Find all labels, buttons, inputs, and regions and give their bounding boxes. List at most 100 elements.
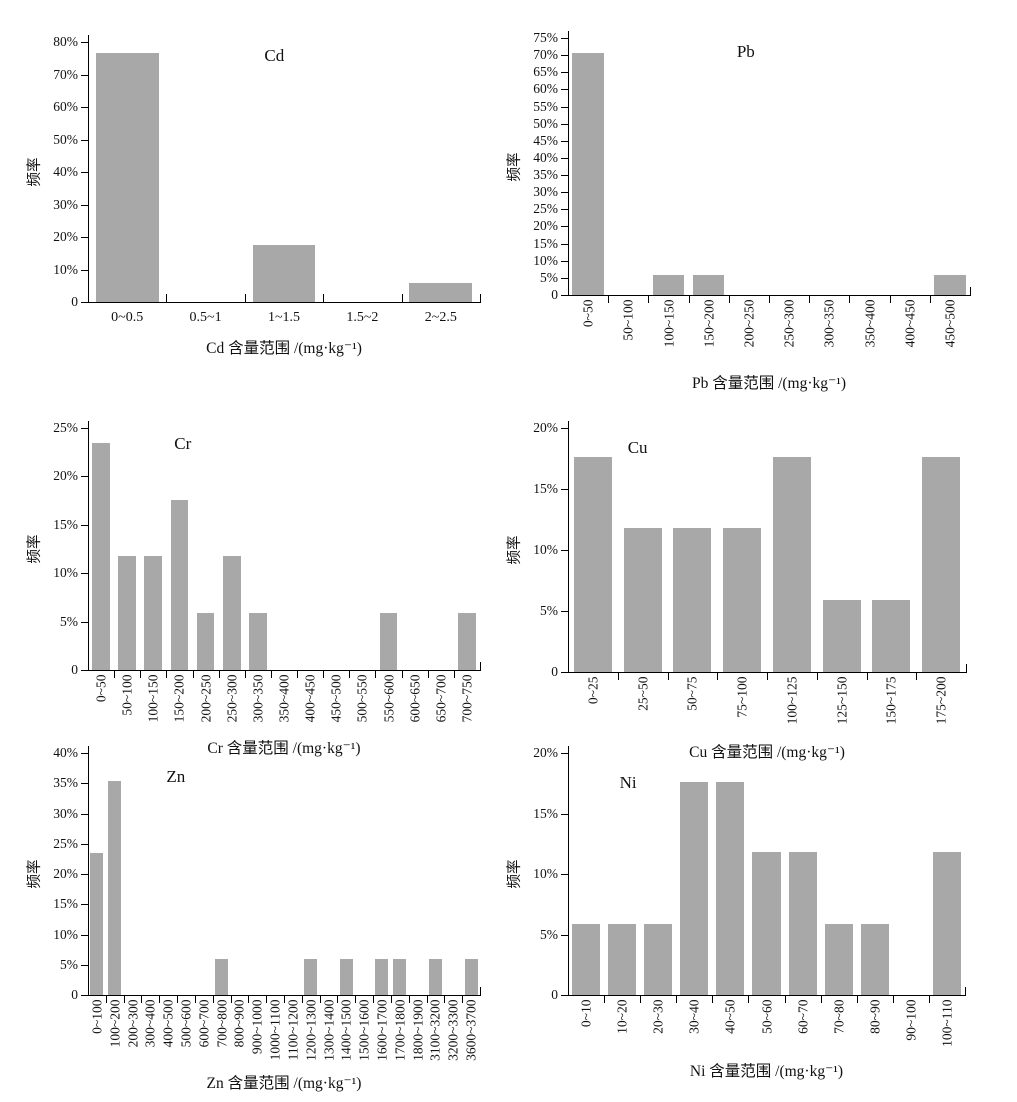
x-tick: [784, 995, 786, 1003]
x-tick-label: 300~350: [250, 674, 266, 723]
y-tick: [81, 269, 88, 271]
x-tick-label: 150~175: [883, 676, 899, 725]
x-tick: [617, 672, 619, 680]
y-tick: [81, 204, 88, 206]
chart-title: Zn: [166, 767, 186, 786]
x-tick: [462, 995, 464, 1003]
x-tick-label: 100~125: [784, 676, 800, 725]
x-tick-label: 400~450: [902, 299, 918, 348]
x-axis-title: Pb 含量范围 /(mg·kg⁻¹): [691, 375, 847, 392]
y-tick: [81, 934, 88, 936]
bar: [118, 555, 137, 670]
x-tick-label: 0~50: [93, 674, 109, 703]
bar: [922, 457, 961, 672]
bar: [623, 528, 662, 672]
y-tick: [561, 874, 568, 875]
x-tick-label: 175~200: [933, 676, 949, 725]
chart-zn: Zn 频率 0 5% 10% 15% 20% 25% 30% 35% 40% 0~100 100~2…: [27, 745, 481, 1092]
x-tick-label: 200~300: [125, 999, 141, 1048]
y-tick: [561, 209, 568, 211]
x-tick: [212, 995, 214, 1003]
x-tick-label: 1400~1500: [338, 999, 354, 1061]
x-tick: [748, 995, 750, 1003]
y-axis: [568, 746, 569, 996]
y-tick: [81, 476, 88, 478]
bar: [716, 782, 745, 995]
y-tick-label: 70%: [53, 66, 78, 82]
x-tick: [480, 987, 481, 995]
x-tick-label: 3200~3300: [445, 999, 461, 1061]
x-tick: [667, 672, 669, 680]
x-tick-label: 0~0.5: [111, 310, 144, 325]
bar: [196, 612, 215, 670]
x-tick: [301, 995, 303, 1003]
y-axis: [88, 35, 89, 303]
plot-area: 0 5% 10% 15% 20% 0~10 10~20 20~30 30~40 40~50 50~6…: [533, 745, 966, 1047]
bar: [788, 852, 817, 995]
x-tick: [401, 294, 403, 302]
x-tick: [192, 670, 194, 678]
bar: [304, 959, 318, 995]
y-axis: [88, 746, 89, 996]
x-tick-label: 1.5~2: [346, 310, 379, 325]
x-tick-label: 700~800: [214, 999, 230, 1048]
x-tick-label: 1800~1900: [410, 999, 426, 1061]
bar: [824, 923, 853, 995]
x-tick-label: 50~75: [684, 676, 700, 711]
bar: [723, 528, 762, 672]
x-tick-label: 100~150: [661, 299, 676, 348]
y-tick-label: 20%: [533, 420, 558, 435]
y-tick-label: 15%: [53, 516, 78, 532]
chart-pb: Pb 频率 0 5% 10% 15% 20% 25% 30% 35% 40% 45% 50% 55% 6…: [507, 30, 971, 392]
x-axis-title: Ni 含量范围 /(mg·kg⁻¹): [689, 1063, 844, 1080]
y-tick: [561, 38, 568, 39]
y-tick-label: 0: [71, 987, 78, 1002]
x-tick: [114, 670, 116, 678]
y-tick: [561, 260, 568, 262]
bar: [752, 852, 781, 995]
bar: [428, 959, 442, 995]
y-tick-label: 10%: [53, 926, 78, 942]
chart-title: Pb: [736, 42, 755, 61]
x-tick-label: 900~1000: [249, 999, 265, 1055]
x-tick: [604, 995, 606, 1003]
x-tick: [375, 670, 377, 678]
x-tick-label: 600~650: [407, 674, 423, 723]
y-tick-label: 0: [71, 662, 78, 677]
x-tick: [266, 995, 268, 1003]
x-tick-label: 650~700: [433, 674, 449, 723]
y-tick-label: 0: [551, 664, 558, 679]
x-tick: [970, 287, 971, 295]
x-tick-label: 75~100: [734, 676, 750, 718]
x-tick-label: 200~250: [198, 674, 214, 723]
bar: [339, 959, 353, 995]
x-tick: [373, 995, 375, 1003]
x-tick-label: 500~600: [178, 999, 194, 1048]
bar: [822, 600, 861, 672]
bar: [571, 923, 601, 995]
plot-area: 0 5% 10% 15% 20% 25% 30% 35% 40% 45% 50% 55% 60% 65% 7…: [533, 30, 971, 347]
x-tick-label: 40~50: [722, 999, 738, 1034]
y-tick-label: 65%: [533, 64, 558, 80]
x-tick: [820, 995, 822, 1003]
x-axis: [88, 670, 481, 671]
x-tick: [244, 294, 246, 302]
bar: [144, 555, 163, 670]
x-tick-label: 0.5~1: [189, 310, 222, 325]
x-tick: [728, 295, 730, 303]
x-tick: [480, 294, 481, 302]
x-tick-label: 1~1.5: [267, 310, 301, 325]
plot-area: 0 5% 10% 15% 20% 25% 0~50 50~100 100~150 150~200 2…: [53, 420, 481, 722]
x-tick-label: 1200~1300: [303, 999, 319, 1061]
y-tick-label: 30%: [533, 184, 558, 200]
x-tick: [444, 995, 446, 1003]
x-tick-label: 50~60: [759, 999, 774, 1034]
x-tick-label: 250~300: [224, 674, 240, 723]
bar: [170, 499, 189, 670]
y-tick-label: 50%: [53, 131, 78, 147]
x-tick: [608, 295, 610, 303]
x-tick-label: 1500~1600: [356, 999, 372, 1061]
x-tick: [640, 995, 642, 1003]
y-tick-label: 70%: [533, 47, 558, 63]
